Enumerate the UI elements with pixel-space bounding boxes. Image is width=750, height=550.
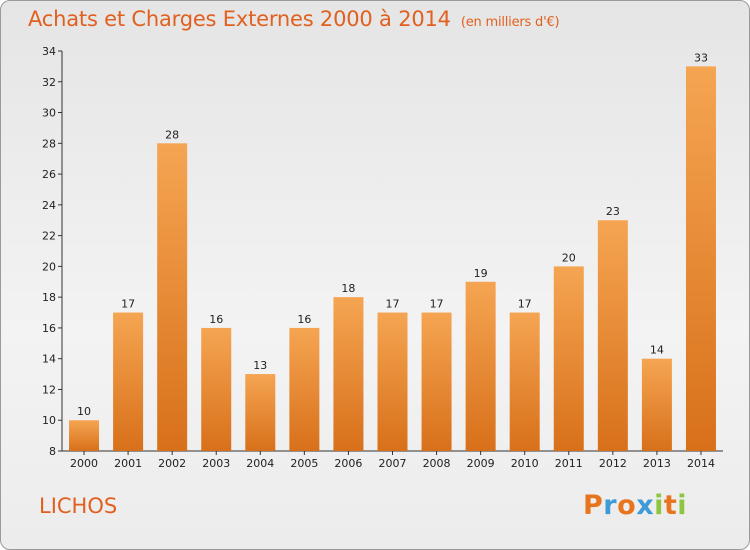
bar-2004	[245, 374, 276, 451]
x-tick-label: 2013	[643, 457, 671, 470]
bar-2007	[377, 312, 408, 451]
chart-title-text: Achats et Charges Externes 2000 à 2014	[28, 7, 451, 31]
data-label-2000: 10	[77, 405, 91, 418]
logo-letter: t	[663, 490, 678, 521]
x-tick-label: 2008	[423, 457, 451, 470]
data-label-2004: 13	[253, 359, 267, 372]
data-label-2005: 16	[297, 313, 311, 326]
y-tick-label: 10	[42, 414, 56, 427]
logo-letter: i	[677, 490, 688, 521]
y-tick-label: 28	[42, 137, 56, 150]
x-tick-label: 2001	[114, 457, 142, 470]
y-tick-label: 22	[42, 230, 56, 243]
data-label-2007: 17	[386, 298, 400, 311]
axes: 8 10 12 14 16 18 20 22 24 26 28 30 32 34 2000 2001 2002 2…	[42, 45, 723, 470]
bar-2003	[201, 327, 232, 451]
y-tick-label: 8	[49, 445, 56, 458]
chart-title: Achats et Charges Externes 2000 à 2014 (e…	[28, 7, 560, 31]
bar-2000	[69, 420, 100, 451]
x-tick-label: 2004	[246, 457, 274, 470]
bar-2012	[597, 220, 628, 451]
bar-2009	[465, 281, 496, 451]
bars	[69, 66, 716, 452]
x-tick-label: 2002	[158, 457, 186, 470]
bar-2001	[113, 312, 144, 451]
y-tick-label: 18	[42, 291, 56, 304]
logo-letter: i	[654, 490, 664, 521]
data-labels: 10 17 28 16 13 16 18 17 17 19 17 20 23 14 33	[77, 51, 708, 418]
bar-2005	[289, 327, 320, 451]
data-label-2001: 17	[121, 298, 135, 311]
bar-2002	[157, 143, 188, 452]
data-label-2002: 28	[165, 128, 179, 141]
x-tick-label: 2006	[334, 457, 362, 470]
data-label-2014: 33	[694, 51, 708, 64]
logo-letter: o	[617, 490, 637, 521]
x-tick-label: 2014	[687, 457, 715, 470]
proxiti-logo[interactable]: Proxiti	[583, 490, 687, 521]
data-label-2010: 17	[518, 298, 532, 311]
x-tick-label: 2010	[511, 457, 539, 470]
y-tick-label: 34	[42, 45, 56, 58]
y-tick-label: 14	[42, 353, 56, 366]
y-tick-label: 26	[42, 168, 56, 181]
logo-letter: P	[583, 490, 604, 521]
y-tick-label: 20	[42, 260, 56, 273]
commune-name: LICHOS	[39, 494, 118, 518]
data-label-2012: 23	[606, 205, 620, 218]
x-tick-label: 2003	[202, 457, 230, 470]
y-tick-label: 30	[42, 107, 56, 120]
data-label-2003: 16	[209, 313, 223, 326]
x-tick-label: 2012	[599, 457, 627, 470]
x-tick-label: 2005	[290, 457, 318, 470]
bar-2013	[641, 358, 672, 451]
bar-2006	[333, 297, 364, 451]
y-tick-label: 32	[42, 76, 56, 89]
x-tick-label: 2009	[467, 457, 495, 470]
bar-2010	[509, 312, 540, 451]
x-tick-label: 2000	[70, 457, 98, 470]
chart-subtitle: (en milliers d'€)	[460, 15, 560, 30]
y-tick-label: 24	[42, 199, 56, 212]
y-tick-label: 16	[42, 322, 56, 335]
data-label-2006: 18	[341, 282, 355, 295]
bar-2008	[421, 312, 452, 451]
logo-letter: r	[603, 490, 618, 521]
data-label-2009: 19	[474, 267, 488, 280]
x-tick-label: 2007	[379, 457, 407, 470]
data-label-2013: 14	[650, 344, 664, 357]
data-label-2008: 17	[430, 298, 444, 311]
bar-2011	[553, 266, 584, 451]
data-label-2011: 20	[562, 251, 576, 264]
y-tick-label: 12	[42, 383, 56, 396]
x-tick-label: 2011	[555, 457, 583, 470]
logo-letter: x	[636, 490, 655, 521]
bar-2014	[685, 66, 716, 451]
